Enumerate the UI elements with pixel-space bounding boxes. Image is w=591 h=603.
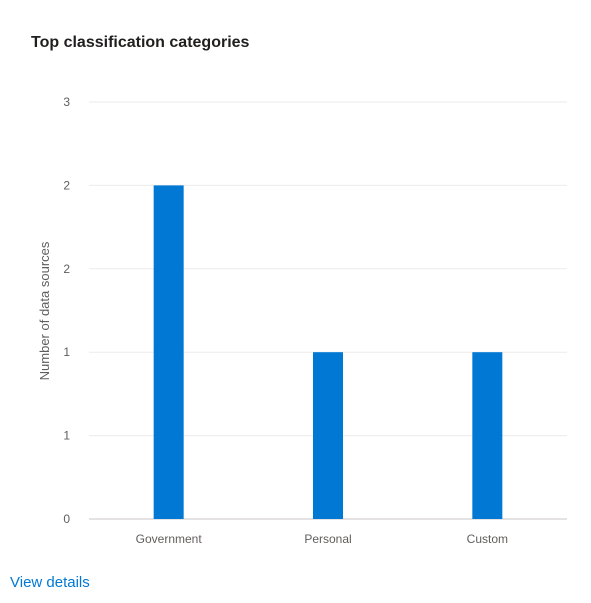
bars [153, 185, 503, 519]
y-axis-ticks: 0 1 1 2 2 3 [63, 95, 70, 526]
y-tick-label: 2 [63, 178, 70, 192]
x-tick-label: Custom [467, 532, 508, 546]
x-tick-label: Personal [304, 532, 351, 546]
y-tick-label: 3 [63, 95, 70, 109]
bar-personal[interactable] [313, 352, 343, 519]
bar-chart: 0 1 1 2 2 3 Government Personal Custom Number o… [37, 95, 567, 546]
y-axis-title: Number of data sources [37, 241, 52, 380]
view-details-link[interactable]: View details [10, 574, 90, 591]
y-tick-label: 1 [63, 345, 70, 359]
x-tick-label: Government [136, 532, 203, 546]
y-tick-label: 2 [63, 262, 70, 276]
chart-title: Top classification categories [31, 34, 250, 51]
bar-custom[interactable] [472, 352, 503, 519]
y-tick-label: 0 [63, 512, 70, 526]
y-tick-label: 1 [63, 429, 70, 443]
bar-government[interactable] [153, 185, 184, 519]
x-axis-ticks: Government Personal Custom [136, 532, 508, 546]
